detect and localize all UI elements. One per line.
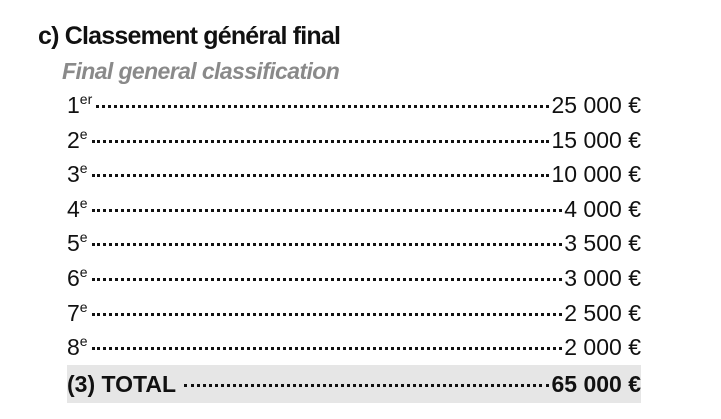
rank-suffix: e	[79, 298, 88, 315]
rank-suffix: e	[79, 229, 88, 246]
rank: 6e	[67, 261, 88, 296]
leader	[96, 105, 550, 108]
prize-row: 3e 10 000 €	[67, 157, 641, 192]
leader	[91, 312, 563, 316]
prize-row: 4e 4 000 €	[67, 192, 641, 227]
rank-suffix: e	[79, 263, 88, 280]
prize-row: 5e 3 500 €	[67, 226, 641, 261]
rank-suffix: e	[79, 194, 88, 211]
leader	[184, 383, 550, 387]
rank-number: 3	[67, 161, 80, 188]
amount: 4 000 €	[564, 195, 641, 222]
total-label: (3) TOTAL	[67, 370, 177, 397]
subtitle: Final general classification	[62, 58, 340, 84]
rank-number: 5	[67, 230, 80, 257]
rank-number: 7	[67, 299, 80, 326]
amount: 15 000 €	[551, 126, 641, 153]
rank: 8e	[67, 330, 88, 365]
amount: 3 000 €	[564, 264, 641, 291]
leader	[91, 243, 563, 247]
prize-row: 1er 25 000 €	[67, 88, 641, 123]
rank: 3e	[67, 157, 88, 192]
rank: 4e	[67, 192, 88, 227]
title: c) Classement général final	[38, 22, 341, 50]
amount: 2 000 €	[564, 334, 641, 361]
leader	[91, 174, 550, 178]
rank-suffix: e	[79, 333, 88, 350]
rank-number: 8	[67, 334, 80, 361]
total-amount: 65 000 €	[551, 370, 641, 397]
amount: 25 000 €	[551, 92, 641, 118]
rank-number: 6	[67, 264, 80, 291]
rank: 7e	[67, 296, 88, 331]
prize-row: 7e 2 500 €	[67, 296, 641, 331]
rank-suffix: er	[79, 91, 93, 107]
prize-row: 2e 15 000 €	[67, 123, 641, 158]
rank-suffix: e	[79, 160, 88, 177]
rank-number: 4	[67, 195, 80, 222]
rank-number: 1	[67, 92, 80, 118]
leader	[91, 277, 563, 281]
amount: 2 500 €	[564, 299, 641, 326]
rank-suffix: e	[79, 125, 88, 142]
leader	[91, 347, 563, 351]
rank: 5e	[67, 226, 88, 261]
prize-row: 8e 2 000 €	[67, 330, 641, 365]
rank-number: 2	[67, 126, 80, 153]
rank: 2e	[67, 123, 88, 158]
leader	[91, 208, 563, 212]
prize-table: 1er 25 000 €2e 15 000 €3e 10 000 €4e 4 000 €…	[67, 88, 641, 403]
prize-row: 6e 3 000 €	[67, 261, 641, 296]
total-row: (3) TOTAL 65 000 €	[67, 364, 641, 403]
amount: 10 000 €	[551, 161, 641, 188]
leader	[91, 139, 550, 143]
amount: 3 500 €	[564, 230, 641, 257]
rank: 1er	[67, 88, 92, 123]
